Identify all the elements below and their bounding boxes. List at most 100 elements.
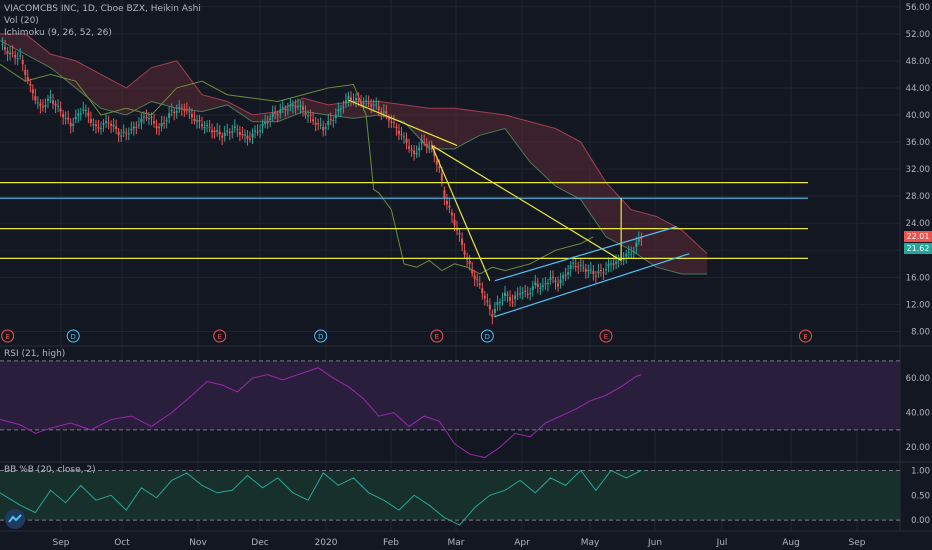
candle-body xyxy=(544,283,547,285)
x-tick-label: Sep xyxy=(53,538,70,548)
candle-body xyxy=(332,120,335,122)
candle-body xyxy=(120,135,123,137)
ichimoku-cloud xyxy=(0,33,707,274)
x-tick-label: Nov xyxy=(189,538,207,548)
candle-body xyxy=(352,100,355,102)
candle-body xyxy=(193,118,196,122)
candle-body xyxy=(31,89,34,94)
candle-body xyxy=(21,60,24,65)
candle-body xyxy=(395,126,398,129)
candle-body xyxy=(84,110,87,112)
candle-body xyxy=(632,251,635,253)
candle-body xyxy=(355,98,358,101)
candle-body xyxy=(243,134,246,136)
candle-body xyxy=(418,147,421,151)
y-tick-label: 28.00 xyxy=(906,192,930,202)
candle-body xyxy=(526,293,529,295)
candle-body xyxy=(420,139,423,144)
candle-body xyxy=(286,109,289,111)
candle-body xyxy=(112,125,115,127)
candle-body xyxy=(541,285,544,287)
candle-body xyxy=(16,58,19,60)
candle-body xyxy=(430,147,433,149)
event-marker xyxy=(599,329,613,343)
candle-body xyxy=(423,142,426,144)
x-tick-label: Oct xyxy=(114,538,130,548)
rsi-indicator-label: RSI (21, high) xyxy=(4,349,66,359)
candle-body xyxy=(367,102,370,104)
candle-body xyxy=(337,109,340,112)
candle-body xyxy=(64,117,67,119)
rsi-tick-label: 20.00 xyxy=(906,443,930,453)
candle-body xyxy=(59,108,62,112)
candle-body xyxy=(4,47,7,50)
candle-body xyxy=(178,107,181,109)
y-tick-label: 16.00 xyxy=(906,273,930,283)
candle-body xyxy=(385,111,388,114)
candle-body xyxy=(150,117,153,119)
rsi-line xyxy=(0,367,642,459)
candle-body xyxy=(201,124,203,127)
candle-body xyxy=(145,116,148,118)
candle-body xyxy=(458,233,461,235)
candle-body xyxy=(317,123,320,125)
trendline xyxy=(494,253,690,318)
candle-body xyxy=(259,130,262,132)
candle-body xyxy=(599,269,602,271)
candle-body xyxy=(195,120,198,122)
y-tick-label: 32.00 xyxy=(906,165,930,175)
candle-body xyxy=(39,103,42,107)
candle-body xyxy=(19,55,22,57)
candle-body xyxy=(488,304,491,310)
candle-body xyxy=(397,130,400,135)
candle-body xyxy=(612,263,615,266)
x-tick-label: Aug xyxy=(782,538,800,548)
candle-body xyxy=(115,126,118,130)
candle-body xyxy=(319,124,322,126)
candle-body xyxy=(67,117,70,120)
candle-body xyxy=(233,126,236,128)
trendline xyxy=(431,144,622,261)
candle-body xyxy=(625,253,628,257)
candle-body xyxy=(524,290,527,292)
event-marker-label: D xyxy=(485,333,490,341)
candle-body xyxy=(188,111,191,113)
candle-body xyxy=(435,160,438,165)
candle-body xyxy=(463,250,466,255)
y-tick-label: 36.00 xyxy=(906,138,930,148)
previous-price-badge: 21.62 xyxy=(904,243,932,254)
candle-body xyxy=(92,124,95,126)
candle-body xyxy=(468,260,471,264)
candle-body xyxy=(602,272,605,274)
candle-body xyxy=(11,52,14,54)
y-tick-label: 8.00 xyxy=(911,327,930,337)
x-tick-label: Jul xyxy=(716,538,728,548)
candle-body xyxy=(362,102,365,104)
candle-body xyxy=(390,121,393,123)
y-tick-label: 12.00 xyxy=(906,300,930,310)
candle-body xyxy=(438,166,441,169)
tradingview-logo-icon[interactable] xyxy=(5,509,25,529)
candle-body xyxy=(506,294,509,296)
x-tick-label: 2020 xyxy=(315,538,338,548)
candle-body xyxy=(516,293,519,295)
candle-body xyxy=(592,270,595,275)
candle-body xyxy=(370,104,373,107)
candle-body xyxy=(180,108,183,110)
event-marker-label: D xyxy=(318,333,323,341)
event-marker xyxy=(1,329,15,343)
candle-body xyxy=(428,145,431,147)
candle-body xyxy=(302,106,304,110)
candle-body xyxy=(135,126,138,128)
candle-body xyxy=(160,122,163,127)
candle-body xyxy=(256,131,259,133)
volume-indicator-label: Vol (20) xyxy=(4,16,39,26)
candle-body xyxy=(486,300,489,303)
candle-body xyxy=(322,126,325,131)
candle-body xyxy=(312,119,315,122)
candle-body xyxy=(478,283,481,286)
candle-body xyxy=(569,265,572,269)
candle-body xyxy=(473,275,476,280)
trendline xyxy=(431,145,491,281)
